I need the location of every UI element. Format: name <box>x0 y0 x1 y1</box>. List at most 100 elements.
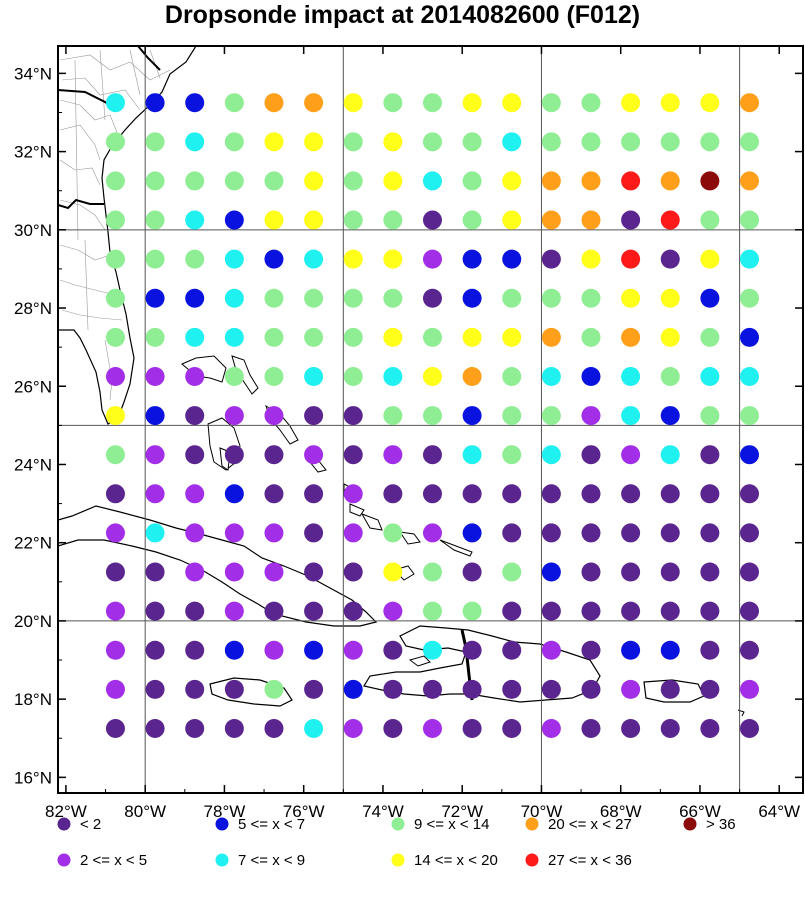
impact-dot <box>185 366 205 386</box>
cuba-island <box>58 505 378 627</box>
impact-dot <box>740 171 760 191</box>
impact-dot <box>145 679 165 699</box>
impact-dot <box>660 366 680 386</box>
impact-dot <box>502 562 522 582</box>
impact-dot <box>224 679 244 699</box>
impact-dot <box>224 93 244 113</box>
impact-dot <box>185 132 205 152</box>
x-tick-label: 78°W <box>204 802 246 821</box>
impact-dot <box>581 249 601 269</box>
gonave-island <box>408 655 431 667</box>
impact-dot <box>740 132 760 152</box>
y-tick-label: 26°N <box>14 377 52 396</box>
impact-dot <box>105 288 125 308</box>
impact-dot <box>185 601 205 621</box>
impact-dot <box>343 445 363 465</box>
impact-dot <box>304 679 324 699</box>
impact-dot <box>541 718 561 738</box>
x-tick-label: 66°W <box>679 802 721 821</box>
impact-dot <box>422 327 442 347</box>
x-tick-label: 68°W <box>600 802 642 821</box>
impact-dot <box>621 640 641 660</box>
impact-dot <box>700 366 720 386</box>
impact-dot <box>145 366 165 386</box>
impact-dot <box>304 366 324 386</box>
impact-dot <box>304 171 324 191</box>
impact-dot <box>224 601 244 621</box>
map-title: Dropsonde impact at 2014082600 (F012) <box>164 1 641 29</box>
impact-dot <box>343 366 363 386</box>
impact-dot <box>224 288 244 308</box>
impact-dot <box>541 523 561 543</box>
impact-dot <box>105 640 125 660</box>
legend: < 2 5 <= x < 7 9 <= x < 14 20 <= x < 27 > 36… <box>57 816 736 869</box>
impact-dot <box>224 445 244 465</box>
impact-dot <box>422 562 442 582</box>
impact-dot <box>383 601 403 621</box>
legend-swatch <box>57 817 71 831</box>
impact-dot <box>224 171 244 191</box>
impact-dot <box>343 601 363 621</box>
impact-dot <box>422 601 442 621</box>
impact-dot <box>700 484 720 504</box>
impact-dot <box>383 366 403 386</box>
y-tick-label: 34°N <box>14 64 52 83</box>
impact-dot <box>264 132 284 152</box>
impact-dot <box>581 601 601 621</box>
impact-dot <box>700 171 720 191</box>
x-tick-label: 74°W <box>362 802 404 821</box>
y-tick-label: 32°N <box>14 143 52 162</box>
impact-dot <box>660 445 680 465</box>
impact-dot <box>581 484 601 504</box>
impact-dot <box>264 249 284 269</box>
legend-swatch <box>215 817 229 831</box>
impact-dot <box>740 327 760 347</box>
impact-dot <box>264 288 284 308</box>
impact-dot <box>145 718 165 738</box>
impact-dot <box>422 679 442 699</box>
impact-dot <box>304 640 324 660</box>
impact-dot <box>383 406 403 426</box>
impact-dot <box>621 132 641 152</box>
impact-dot <box>462 640 482 660</box>
impact-dot <box>660 601 680 621</box>
impact-dot <box>541 484 561 504</box>
impact-dot <box>383 640 403 660</box>
impact-dot <box>264 679 284 699</box>
impact-dot <box>304 718 324 738</box>
impact-dot <box>145 445 165 465</box>
impact-dot <box>422 523 442 543</box>
impact-dot <box>383 93 403 113</box>
impact-dot <box>105 406 125 426</box>
impact-dot <box>541 288 561 308</box>
impact-dot <box>105 132 125 152</box>
y-axis-ticks: 16°N 18°N 20°N 22°N 24°N 26°N 28°N 30°N 32°N 34°N <box>14 64 803 787</box>
impact-dot <box>224 562 244 582</box>
legend-label: 14 <= x < 20 <box>414 852 498 869</box>
impact-dot <box>264 366 284 386</box>
impact-dot <box>462 562 482 582</box>
impact-dot <box>224 484 244 504</box>
impact-dot <box>502 327 522 347</box>
legend-label: < 2 <box>80 816 101 833</box>
impact-dot <box>581 406 601 426</box>
impact-dot <box>145 484 165 504</box>
impact-dot <box>502 288 522 308</box>
impact-dot <box>343 679 363 699</box>
impact-dot <box>660 210 680 230</box>
impact-dot <box>145 327 165 347</box>
impact-dot <box>264 327 284 347</box>
impact-dot <box>343 132 363 152</box>
impact-dot <box>224 406 244 426</box>
impact-dot <box>304 445 324 465</box>
impact-dot <box>304 132 324 152</box>
impact-dot <box>621 601 641 621</box>
impact-dot <box>581 93 601 113</box>
impact-dot <box>185 523 205 543</box>
impact-dot <box>383 327 403 347</box>
impact-dot <box>105 562 125 582</box>
impact-dot <box>621 288 641 308</box>
impact-dot <box>502 484 522 504</box>
impact-dot <box>264 718 284 738</box>
